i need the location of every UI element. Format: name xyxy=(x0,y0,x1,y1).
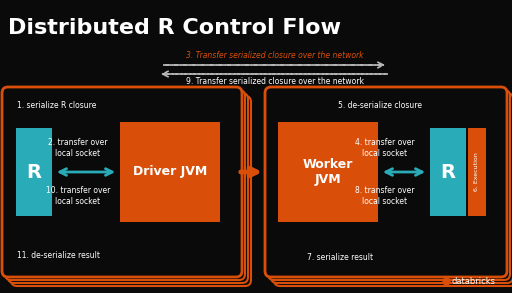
Text: databricks: databricks xyxy=(452,277,496,285)
FancyBboxPatch shape xyxy=(265,87,507,277)
Text: R: R xyxy=(27,163,41,181)
Text: 9. Transfer serialized closure over the network: 9. Transfer serialized closure over the … xyxy=(186,78,364,86)
FancyBboxPatch shape xyxy=(120,122,220,222)
Text: 4. transfer over
local socket: 4. transfer over local socket xyxy=(355,138,415,158)
Text: Distributed R Control Flow: Distributed R Control Flow xyxy=(8,18,341,38)
FancyBboxPatch shape xyxy=(11,96,251,286)
FancyBboxPatch shape xyxy=(274,96,512,286)
FancyBboxPatch shape xyxy=(8,93,248,283)
Text: Driver JVM: Driver JVM xyxy=(133,166,207,178)
Text: 11. de-serialize result: 11. de-serialize result xyxy=(17,251,100,260)
FancyBboxPatch shape xyxy=(278,122,378,222)
Text: 3. Transfer serialized closure over the network: 3. Transfer serialized closure over the … xyxy=(186,52,364,60)
FancyBboxPatch shape xyxy=(2,87,242,277)
Text: 6. Execution: 6. Execution xyxy=(475,153,480,191)
FancyBboxPatch shape xyxy=(468,128,486,216)
Text: 7. serialize result: 7. serialize result xyxy=(307,253,373,263)
FancyBboxPatch shape xyxy=(268,90,510,280)
Text: 2. transfer over
local socket: 2. transfer over local socket xyxy=(48,138,108,158)
Text: R: R xyxy=(440,163,456,181)
FancyBboxPatch shape xyxy=(5,90,245,280)
Text: 8. transfer over
local socket: 8. transfer over local socket xyxy=(355,186,415,206)
Text: 10. transfer over
local socket: 10. transfer over local socket xyxy=(46,186,110,206)
Text: 1. serialize R closure: 1. serialize R closure xyxy=(17,101,96,110)
FancyBboxPatch shape xyxy=(16,128,52,216)
FancyBboxPatch shape xyxy=(271,93,512,283)
Text: 5. de-serialize closure: 5. de-serialize closure xyxy=(338,101,422,110)
Text: Worker
JVM: Worker JVM xyxy=(303,158,353,186)
FancyBboxPatch shape xyxy=(430,128,466,216)
